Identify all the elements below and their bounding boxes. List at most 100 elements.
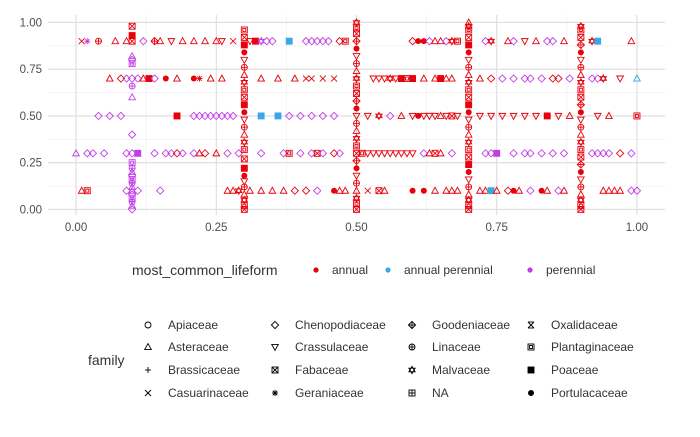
data-point (228, 111, 238, 121)
data-point (415, 38, 422, 45)
data-point (162, 75, 169, 82)
data-point (543, 112, 551, 120)
data-point (178, 149, 187, 158)
data-point (206, 74, 215, 82)
data-point (84, 38, 91, 45)
data-point (436, 111, 445, 119)
data-point (465, 33, 473, 41)
data-point (200, 111, 210, 121)
data-point (240, 164, 248, 172)
data-point (498, 112, 507, 121)
data-point (240, 195, 249, 205)
shape-legend-key (527, 343, 535, 351)
data-point (223, 111, 232, 121)
data-point (352, 193, 361, 203)
data-point (465, 41, 473, 49)
data-point (442, 112, 451, 121)
data-point (195, 111, 204, 121)
shape-legend-label: Fabaceae (295, 363, 349, 377)
data-point (241, 49, 248, 56)
data-point (352, 172, 361, 181)
color-legend-key (313, 267, 319, 273)
data-point (364, 187, 372, 195)
data-point (128, 82, 136, 90)
data-point (464, 70, 473, 78)
data-point (576, 21, 585, 31)
data-point (627, 149, 636, 158)
data-point (397, 75, 405, 83)
data-point (240, 130, 249, 138)
data-point (430, 74, 440, 82)
data-point (172, 149, 182, 158)
data-point (576, 56, 585, 65)
data-point (465, 161, 473, 168)
y-tick-label: 1.00 (20, 17, 42, 29)
data-point (465, 101, 473, 109)
data-point (465, 183, 473, 191)
data-point (353, 119, 360, 127)
data-point (161, 149, 171, 158)
shape-legend-label: Poaceae (551, 363, 599, 377)
data-point (520, 149, 530, 158)
data-point (352, 53, 361, 61)
data-point (212, 111, 221, 121)
data-point (526, 186, 535, 195)
data-point (577, 205, 585, 213)
data-point (526, 74, 535, 83)
axes: 0.00 0.25 0.50 0.75 1.00 0.00 0.25 0.50 0.75 1.00 (20, 17, 649, 234)
data-point (363, 112, 372, 121)
shape-legend-key (144, 389, 152, 397)
data-point (576, 130, 585, 138)
x-tick-label: 0.75 (486, 222, 508, 234)
data-point (352, 17, 361, 27)
data-point (520, 112, 529, 121)
data-point (447, 74, 456, 82)
data-point (565, 74, 574, 83)
data-point (257, 74, 266, 82)
data-point (217, 38, 226, 46)
data-point (510, 187, 517, 194)
data-point (503, 36, 513, 45)
data-point (241, 109, 248, 116)
data-point (515, 186, 524, 194)
shape-legend-label: Asteraceae (168, 340, 229, 354)
shape-legend-title: family (88, 352, 125, 368)
shape-legend-key (527, 321, 535, 329)
data-point (240, 70, 249, 78)
data-point (531, 36, 541, 45)
data-point (436, 148, 445, 157)
data-point (256, 149, 266, 158)
data-point (83, 149, 92, 158)
data-point (318, 149, 328, 158)
data-point (352, 96, 361, 106)
data-point (285, 149, 293, 157)
data-point (437, 75, 445, 83)
data-point (559, 186, 569, 194)
data-point (492, 186, 501, 194)
data-point (481, 149, 490, 158)
data-point (128, 164, 136, 172)
data-point (498, 74, 507, 83)
data-point (128, 182, 137, 190)
x-tick-label: 0.50 (345, 222, 367, 234)
data-point (312, 186, 322, 195)
data-point (464, 18, 473, 26)
data-point (425, 112, 434, 121)
data-point (374, 75, 383, 83)
data-point (436, 36, 445, 45)
data-point (386, 74, 395, 84)
color-legend: most_common_lifeform annual annual perenni… (132, 262, 595, 278)
data-point (335, 149, 344, 158)
shape-legend-label: Plantaginaceae (551, 340, 634, 354)
data-point (475, 186, 484, 194)
y-tick-label: 0.00 (20, 204, 42, 216)
data-point (627, 36, 636, 45)
y-tick-label: 0.75 (20, 64, 42, 76)
data-point (105, 74, 114, 82)
shape-legend-key (408, 365, 416, 375)
data-point (509, 112, 518, 121)
data-point (509, 74, 518, 83)
data-point (302, 75, 310, 82)
data-point (71, 148, 81, 157)
data-point (464, 77, 473, 87)
